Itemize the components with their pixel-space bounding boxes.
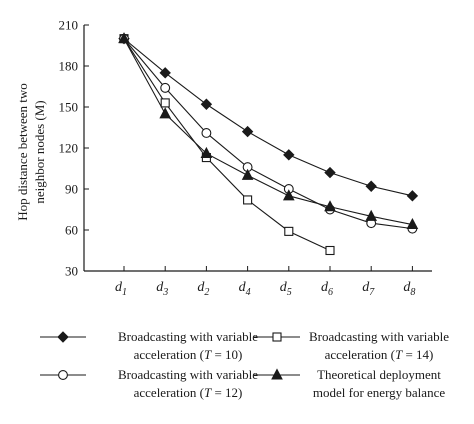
data-point <box>160 98 170 108</box>
legend-label-text: acceleration ( <box>134 385 204 400</box>
x-tick-label: d8 <box>403 280 415 298</box>
legend-item-3: Broadcasting with variable acceleration (… <box>40 367 258 400</box>
series-3-line <box>123 38 413 230</box>
legend-label-text: = 14) <box>402 347 433 362</box>
legend-swatch-marker <box>271 368 283 380</box>
y-tick-label: 30 <box>65 264 78 279</box>
data-point <box>200 98 213 110</box>
data-point <box>159 67 171 79</box>
x-tick-label-subscript: 4 <box>246 287 251 298</box>
x-tick-label-subscript: 6 <box>328 287 333 298</box>
data-point <box>284 226 294 236</box>
legend-label: Broadcasting with variable <box>118 367 258 382</box>
data-point <box>365 180 377 192</box>
series-4-line <box>123 38 413 226</box>
legend-label-text: acceleration ( <box>134 347 204 362</box>
x-tick-label-base: d <box>403 280 411 295</box>
legend-label: acceleration (T = 12) <box>134 385 243 400</box>
legend-label: acceleration (T = 10) <box>134 347 243 362</box>
x-tick-label: d1 <box>115 280 127 298</box>
data-point <box>243 195 253 205</box>
legend-label: Broadcasting with variable <box>118 329 258 344</box>
legend-label-variable: T <box>204 347 212 362</box>
legend-label-text: acceleration ( <box>325 347 395 362</box>
legend-swatch-marker <box>58 370 68 380</box>
x-tick-label-subscript: 2 <box>204 287 209 298</box>
y-axis-label-line-2: neighbor nodes (M) <box>32 100 47 203</box>
y-tick-label: 60 <box>65 223 78 238</box>
x-tick-label-base: d <box>239 280 247 295</box>
x-tick-label-subscript: 5 <box>287 287 292 298</box>
data-point <box>241 125 254 138</box>
y-tick-label: 210 <box>59 18 79 33</box>
data-point <box>159 107 172 119</box>
data-point <box>201 128 212 138</box>
legend-label-text: = 10) <box>211 347 242 362</box>
x-tick-label-base: d <box>197 280 205 295</box>
x-tick-label: d4 <box>239 280 251 298</box>
series-layer <box>118 32 419 256</box>
x-tick-label-subscript: 3 <box>162 287 168 298</box>
x-tick-label: d2 <box>197 280 209 298</box>
data-point <box>324 200 336 212</box>
data-point <box>241 168 254 180</box>
x-tick-label-subscript: 7 <box>369 287 375 298</box>
legend-label-variable: T <box>395 347 403 362</box>
y-tick-label: 180 <box>59 59 79 74</box>
series-2-line <box>123 38 331 251</box>
y-tick-label: 120 <box>59 141 79 156</box>
y-axis-label: Hop distance between two neighbor nodes … <box>15 83 47 221</box>
x-tick-label: d5 <box>280 280 292 298</box>
legend-swatch-marker <box>57 331 69 343</box>
x-tick-label-base: d <box>115 280 123 295</box>
x-tick-label-subscript: 1 <box>122 287 127 298</box>
data-point <box>118 32 130 44</box>
x-tick-label-base: d <box>280 280 288 295</box>
series-4 <box>118 32 419 230</box>
legend-item-2: Broadcasting with variable acceleration (… <box>254 329 449 362</box>
y-axis-label-line-1: Hop distance between two <box>15 83 30 221</box>
x-tick-label: d3 <box>156 280 168 298</box>
data-point <box>406 190 419 202</box>
x-tick-label-base: d <box>156 280 164 295</box>
legend-item-1: Broadcasting with variable acceleration (… <box>40 329 258 362</box>
legend-label: acceleration (T = 14) <box>325 347 434 362</box>
x-tick-label-subscript: 8 <box>410 287 415 298</box>
series-3 <box>119 33 418 234</box>
legend-label-variable: T <box>204 385 212 400</box>
series-2 <box>119 34 335 256</box>
data-point <box>200 146 213 158</box>
series-1-line <box>123 38 413 197</box>
legend-item-4: Theoretical deployment model for energy b… <box>254 367 445 400</box>
legend: Broadcasting with variable acceleration (… <box>40 329 449 400</box>
data-point <box>324 166 336 179</box>
y-tick-label: 90 <box>65 182 78 197</box>
legend-label: Broadcasting with variable <box>309 329 449 344</box>
x-tick-label: d6 <box>321 280 333 298</box>
legend-label-text: = 12) <box>211 385 242 400</box>
legend-label: Theoretical deployment <box>317 367 441 382</box>
y-tick-label: 150 <box>59 100 79 115</box>
legend-swatch-marker <box>272 332 282 342</box>
data-point <box>160 82 171 93</box>
data-point <box>325 245 335 256</box>
legend-label: model for energy balance <box>313 385 445 400</box>
data-point <box>365 209 378 221</box>
data-point <box>406 217 419 230</box>
x-tick-label: d7 <box>362 280 375 298</box>
data-point <box>282 189 295 201</box>
x-tick-label-base: d <box>362 280 370 295</box>
x-tick-label-base: d <box>321 280 329 295</box>
data-point <box>283 149 295 161</box>
